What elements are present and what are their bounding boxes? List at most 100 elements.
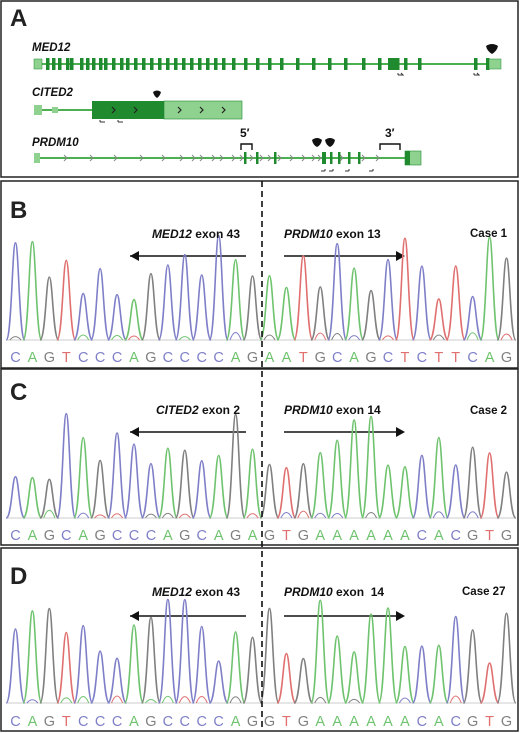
chromatogram-peak xyxy=(106,432,128,519)
chromatogram-peak xyxy=(123,443,145,519)
prdm10-exon xyxy=(338,152,341,164)
base-call-C: C xyxy=(196,350,206,366)
chromatogram-peak xyxy=(73,624,94,704)
panel-letter-b: B xyxy=(10,197,27,224)
chromatogram-noise xyxy=(331,513,344,519)
direction-chevron-icon xyxy=(219,154,224,162)
chromatogram-peak xyxy=(327,242,348,341)
direction-chevron-icon xyxy=(277,154,282,162)
base-call-C: C xyxy=(467,350,477,366)
direction-chevron-icon xyxy=(317,154,322,162)
base-call-A: A xyxy=(28,350,38,366)
base-call-C: C xyxy=(332,350,342,366)
cited2-utr xyxy=(34,105,42,115)
chromatogram-peak xyxy=(140,272,162,341)
chromatogram-peak xyxy=(123,298,145,341)
chromatogram-noise xyxy=(432,511,445,519)
prdm10-exon xyxy=(256,152,259,164)
base-call-A: A xyxy=(28,528,38,544)
primer-arrow-icon xyxy=(345,169,350,172)
breakpoint-marker-icon xyxy=(325,138,335,147)
med12-exon xyxy=(182,58,186,70)
chromatogram-peak xyxy=(293,254,314,341)
base-call-G: G xyxy=(501,528,512,544)
base-call-G: G xyxy=(467,528,478,544)
med12-exon xyxy=(378,58,382,70)
chromatogram-peak xyxy=(479,236,500,341)
med12-exon xyxy=(66,58,70,70)
chromatogram-noise xyxy=(314,512,327,519)
base-call-G: G xyxy=(44,528,55,544)
med12-exon xyxy=(328,58,332,70)
chromatogram-peak xyxy=(56,412,77,519)
base-call-C: C xyxy=(10,528,20,544)
base-call-A: A xyxy=(78,528,88,544)
arrow-head-left-icon xyxy=(130,251,139,261)
med12-utr xyxy=(488,58,502,70)
chromatogram-noise xyxy=(432,334,445,341)
chromatogram-peak xyxy=(174,253,195,341)
med12-exon xyxy=(474,58,478,70)
med12-exon xyxy=(166,58,170,70)
med12-exon xyxy=(198,58,202,70)
base-call-T: T xyxy=(299,350,308,366)
base-call-A: A xyxy=(315,714,325,730)
direction-chevron-icon xyxy=(311,154,316,162)
base-call-G: G xyxy=(264,528,275,544)
med12-exon xyxy=(256,58,260,70)
direction-chevron-icon xyxy=(249,154,254,162)
chromatogram-peak xyxy=(208,454,229,519)
chromatogram-noise xyxy=(161,512,174,519)
base-call-A: A xyxy=(282,350,292,366)
chromatogram-noise xyxy=(195,695,208,704)
chromatogram-noise xyxy=(43,509,56,519)
chromatogram-noise xyxy=(348,698,361,704)
chromatogram-peak xyxy=(191,459,212,519)
base-call-C: C xyxy=(213,350,223,366)
prdm10-exon xyxy=(322,152,326,164)
base-call-C: C xyxy=(196,528,206,544)
base-call-C: C xyxy=(417,528,427,544)
chromatogram-noise xyxy=(60,697,73,704)
chromatogram-peak xyxy=(39,478,60,519)
panel-d-right-label: PRDM10 exon 14 xyxy=(284,585,384,599)
direction-chevron-icon xyxy=(211,154,216,162)
chromatogram-noise xyxy=(297,510,310,519)
base-call-C: C xyxy=(163,350,173,366)
base-call-A: A xyxy=(315,528,325,544)
base-call-T: T xyxy=(62,350,71,366)
chromatogram-noise xyxy=(500,333,513,341)
med12-utr xyxy=(33,58,43,70)
base-call-G: G xyxy=(467,714,478,730)
prdm10-exon xyxy=(348,152,351,164)
prdm10-exon xyxy=(330,152,333,164)
base-call-G: G xyxy=(230,528,241,544)
med12-exon xyxy=(418,58,422,70)
chromatogram-peak xyxy=(90,267,111,341)
med12-exon xyxy=(80,58,84,70)
base-call-G: G xyxy=(44,714,55,730)
chromatogram-noise xyxy=(314,332,327,341)
chromatogram-peak xyxy=(394,645,416,704)
chromatogram-peak xyxy=(462,446,483,519)
med12-exon xyxy=(362,58,366,70)
base-call-T: T xyxy=(451,350,460,366)
base-call-A: A xyxy=(163,528,173,544)
chromatogram-noise xyxy=(128,335,140,341)
med12-exon xyxy=(404,58,408,70)
breakpoint-marker-icon xyxy=(153,90,161,98)
direction-chevron-icon xyxy=(301,154,306,162)
prdm10-exon xyxy=(358,152,361,164)
chromatogram-noise xyxy=(178,336,191,341)
chromatogram-peak xyxy=(90,650,111,704)
med12-exon xyxy=(268,58,272,70)
base-call-C: C xyxy=(146,528,156,544)
gene-label-cited2: CITED2 xyxy=(32,87,74,99)
base-call-C: C xyxy=(417,350,427,366)
chromatogram-peak xyxy=(394,465,416,519)
med12-exon xyxy=(92,58,96,70)
chromatogram-noise xyxy=(178,513,191,519)
chromatogram-peak xyxy=(225,631,246,704)
